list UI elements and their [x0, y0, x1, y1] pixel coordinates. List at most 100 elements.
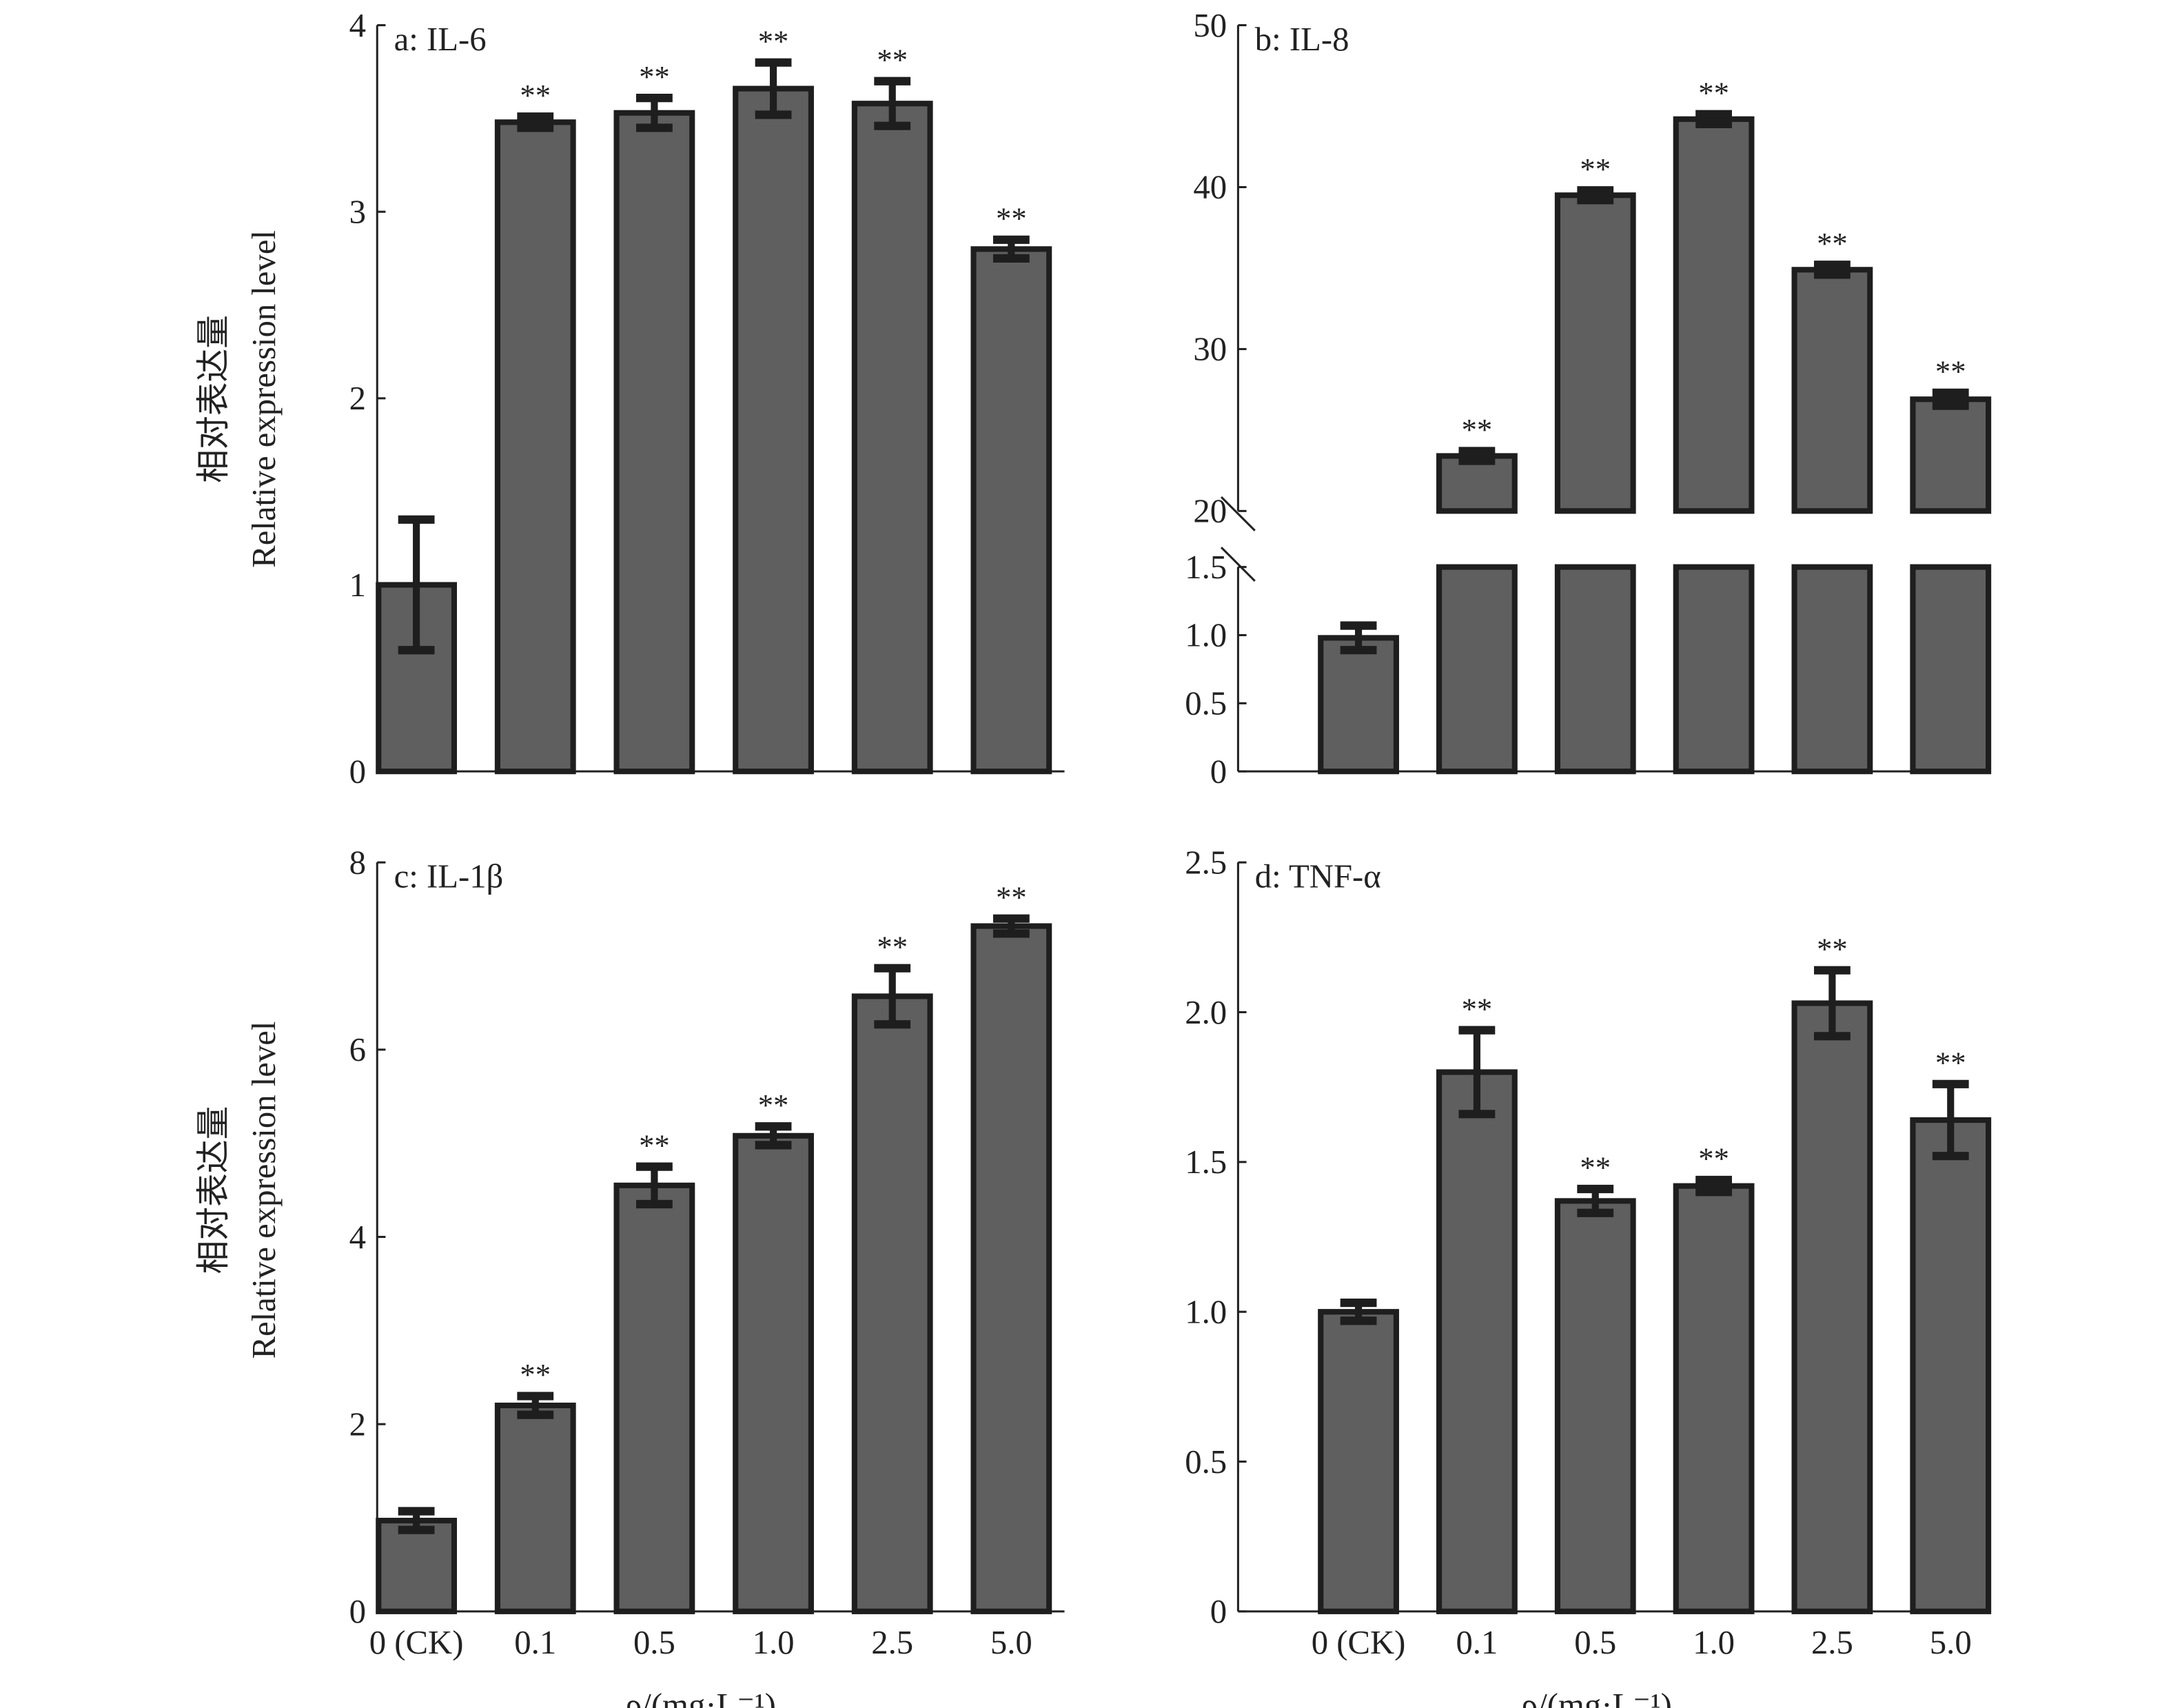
y-label-en-bottom: Relative expression level: [245, 1021, 283, 1359]
bar-group: **: [613, 1128, 695, 1614]
bar: [851, 993, 933, 1614]
bar-group: **: [1791, 226, 1873, 775]
bar-lower-segment: [1791, 564, 1873, 775]
bar-group: **: [1554, 1150, 1636, 1614]
panel-3: 0 2 4 6 8 c: IL-1β 0 (CK) ** 0.1 ** 0.5 ** 1.0 ** 2.5 *…: [349, 844, 1065, 1661]
bar-lower-segment: [1673, 564, 1755, 775]
y-tick-label: 50: [1193, 7, 1227, 44]
bar-group: **: [733, 23, 814, 775]
significance-label: **: [877, 929, 908, 964]
significance-label: **: [1698, 1141, 1729, 1176]
bar: [494, 1402, 576, 1614]
significance-label: **: [1698, 76, 1729, 110]
y-tick-label: 0.5: [1185, 685, 1227, 722]
bar-lower-segment: [1554, 564, 1636, 775]
significance-label: **: [1580, 152, 1611, 186]
bar-group: [1318, 1299, 1399, 1614]
significance-label: **: [1935, 354, 1966, 389]
bar-group: **: [1554, 152, 1636, 775]
y-label-en: Relative expression level: [245, 230, 283, 568]
significance-label: **: [1462, 412, 1493, 447]
bar-lower-segment: [1910, 564, 1992, 775]
significance-label: **: [1462, 991, 1493, 1026]
bar: [1436, 453, 1518, 514]
x-tick-label: 0.1: [1456, 1624, 1498, 1661]
panel-title: a: IL-6: [394, 21, 487, 58]
x-tick-label: 2.5: [871, 1624, 913, 1661]
y-tick-label: 2: [349, 1405, 366, 1443]
bar: [1910, 1117, 1992, 1614]
axis-break-mark: [1220, 496, 1256, 531]
bar: [1673, 1183, 1755, 1614]
significance-label: **: [758, 1088, 789, 1122]
x-tick-label: 2.5: [1811, 1624, 1853, 1661]
panel-title: d: TNF-α: [1255, 858, 1381, 895]
y-tick-label: 3: [349, 193, 366, 230]
y-tick-label: 8: [349, 844, 366, 881]
x-tick-label: 0 (CK): [1312, 1624, 1406, 1661]
bar: [1791, 267, 1873, 514]
bar-group: **: [1791, 931, 1873, 1614]
y-tick-label: 20: [1193, 493, 1227, 530]
y-tick-label: 1.5: [1185, 549, 1227, 586]
y-label-cn: 相对表达量: [195, 315, 232, 483]
panel-1: 0 1 2 3 4 a: IL-6 ** ** ** ** **: [349, 7, 1065, 790]
y-tick-label: 1.0: [1185, 617, 1227, 654]
x-tick-label: 5.0: [1930, 1624, 1972, 1661]
bar: [494, 119, 576, 775]
y-tick-label: 1.5: [1185, 1143, 1227, 1181]
x-tick-label: 0.5: [633, 1624, 675, 1661]
panel-title: c: IL-1β: [394, 858, 504, 895]
x-tick-label: 0.5: [1574, 1624, 1616, 1661]
significance-label: **: [520, 78, 551, 112]
y-tick-label: 40: [1193, 169, 1227, 206]
significance-label: **: [1580, 1150, 1611, 1185]
bar: [613, 1182, 695, 1614]
bar: [1436, 1069, 1518, 1614]
x-axis-label-right: ρ/(mg·L⁻¹): [1521, 1687, 1672, 1708]
y-tick-label: 2: [349, 380, 366, 417]
x-tick-label: 5.0: [990, 1624, 1032, 1661]
significance-label: **: [639, 59, 670, 94]
bar: [970, 246, 1052, 775]
axis-break-mark: [1220, 547, 1256, 582]
significance-label: **: [1817, 226, 1848, 261]
bar-group: **: [1910, 354, 1992, 775]
y-tick-label: 2.0: [1185, 994, 1227, 1031]
y-tick-label: 1.0: [1185, 1293, 1227, 1330]
x-tick-label: 0 (CK): [369, 1624, 464, 1661]
y-tick-label: 2.5: [1185, 844, 1227, 881]
significance-label: **: [1935, 1046, 1966, 1080]
x-tick-label: 0.1: [514, 1624, 556, 1661]
bar: [970, 923, 1052, 1614]
y-tick-label: 30: [1193, 331, 1227, 368]
y-tick-label: 6: [349, 1031, 366, 1068]
y-tick-label: 0: [1210, 1593, 1227, 1630]
panel-title: b: IL-8: [1255, 21, 1349, 58]
bar-group: **: [494, 78, 576, 775]
bar: [1554, 1198, 1636, 1614]
y-tick-label: 4: [349, 1219, 366, 1256]
y-tick-label: 4: [349, 7, 366, 44]
bar: [1318, 635, 1399, 775]
bar-group: **: [970, 201, 1052, 775]
y-tick-label: 0: [349, 1593, 366, 1630]
significance-label: **: [996, 201, 1027, 236]
significance-label: **: [996, 880, 1027, 914]
significance-label: **: [758, 23, 789, 58]
bar: [1554, 192, 1636, 514]
bar-group: [376, 1507, 458, 1614]
bar-group: **: [613, 59, 695, 775]
significance-label: **: [877, 43, 908, 77]
significance-label: **: [1817, 931, 1848, 966]
bar-group: [1318, 621, 1399, 775]
significance-label: **: [639, 1128, 670, 1162]
x-tick-label: 1.0: [1693, 1624, 1735, 1661]
panel-2: 0 0.5 1.0 1.5 20 30 40 50 b: IL-8 ** ** ** ** **: [1185, 7, 1992, 790]
bar-group: **: [1910, 1046, 1992, 1614]
bar: [1318, 1309, 1399, 1614]
bar: [733, 85, 814, 775]
panel-4: 0 0.5 1.0 1.5 2.0 2.5 d: TNF-α 0 (CK) ** 0.1 ** 0.5…: [1185, 844, 1992, 1661]
bar: [613, 110, 695, 775]
